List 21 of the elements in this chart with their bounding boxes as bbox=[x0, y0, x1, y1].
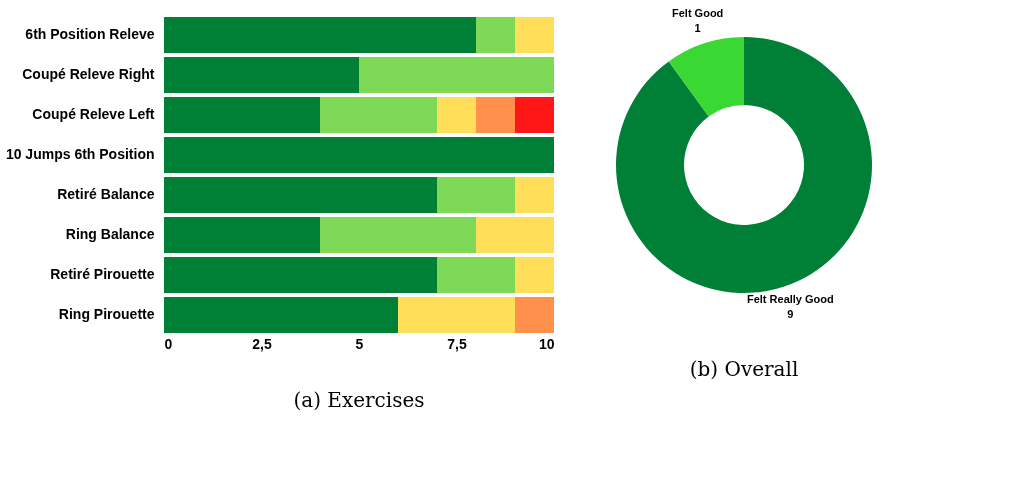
y-tick-label: Coupé Releve Left bbox=[32, 106, 155, 122]
y-tick-label: Retiré Balance bbox=[57, 186, 155, 202]
donut-slice bbox=[616, 37, 872, 293]
x-tick-label: 7,5 bbox=[447, 335, 467, 352]
slice-label: Felt Good bbox=[671, 7, 724, 20]
y-tick-label: Retiré Pirouette bbox=[50, 266, 155, 282]
x-tick-label: 2,5 bbox=[252, 335, 272, 352]
text: (b) Overall bbox=[689, 356, 799, 381]
x-tick-label: 10 bbox=[538, 335, 555, 352]
text: (a) Exercises bbox=[293, 388, 425, 412]
y-tick-label: Ring Pirouette bbox=[58, 306, 155, 322]
slice-label: Felt Really Good bbox=[746, 292, 834, 305]
x-tick-label: 0 bbox=[164, 335, 173, 352]
y-tick-label: Coupé Releve Right bbox=[22, 66, 155, 82]
y-tick-label: 10 Jumps 6th Position bbox=[5, 146, 155, 162]
data-label: 1 bbox=[694, 22, 701, 35]
data-label: 9 bbox=[787, 307, 794, 320]
y-tick-label: Ring Balance bbox=[65, 226, 155, 242]
donut-slice bbox=[668, 37, 744, 117]
y-tick-label: 6th Position Releve bbox=[25, 26, 155, 42]
x-tick-label: 5 bbox=[355, 335, 364, 352]
